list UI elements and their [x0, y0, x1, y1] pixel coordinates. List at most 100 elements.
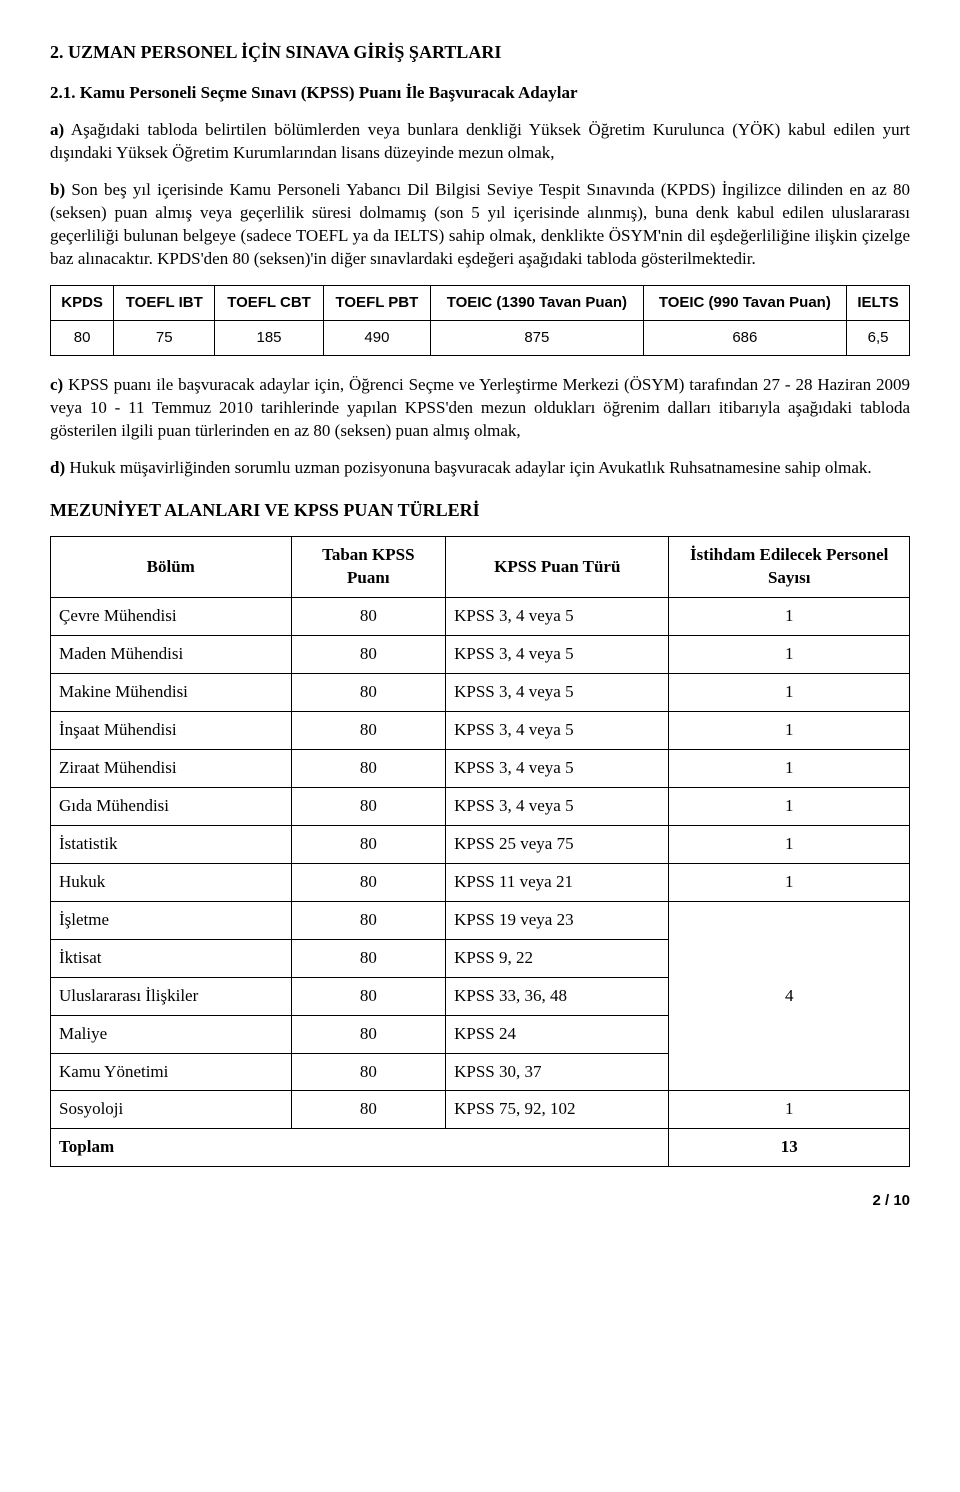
- cell-bolum: Ziraat Mühendisi: [51, 750, 292, 788]
- document-page: 2. UZMAN PERSONEL İÇİN SINAVA GİRİŞ ŞART…: [0, 0, 960, 1242]
- table-header-row: Bölüm Taban KPSS Puanı KPSS Puan Türü İs…: [51, 537, 910, 598]
- cell-puan-turu: KPSS 33, 36, 48: [446, 977, 669, 1015]
- cell-sayisi: 1: [669, 863, 910, 901]
- item-b-label: b): [50, 180, 65, 199]
- equivalence-table: KPDS TOEFL IBT TOEFL CBT TOEFL PBT TOEIC…: [50, 285, 910, 357]
- cell-bolum: Çevre Mühendisi: [51, 598, 292, 636]
- table-row: İnşaat Mühendisi80KPSS 3, 4 veya 51: [51, 712, 910, 750]
- cell: 80: [51, 321, 114, 356]
- cell-taban: 80: [291, 1015, 446, 1053]
- item-c-label: c): [50, 375, 63, 394]
- cell-bolum: İnşaat Mühendisi: [51, 712, 292, 750]
- cell-bolum: Uluslararası İlişkiler: [51, 977, 292, 1015]
- item-b-text: Son beş yıl içerisinde Kamu Personeli Ya…: [50, 180, 910, 268]
- cell-taban: 80: [291, 1053, 446, 1091]
- col-toefl-ibt: TOEFL IBT: [114, 285, 215, 320]
- table-row: Çevre Mühendisi80KPSS 3, 4 veya 51: [51, 598, 910, 636]
- cell-bolum: Maliye: [51, 1015, 292, 1053]
- table-row: Sosyoloji80KPSS 75, 92, 1021: [51, 1091, 910, 1129]
- col-bolum: Bölüm: [51, 537, 292, 598]
- paragraph-b: b) Son beş yıl içerisinde Kamu Personeli…: [50, 179, 910, 271]
- page-number: 2 / 10: [50, 1191, 910, 1211]
- cell-sayisi: 1: [669, 636, 910, 674]
- cell-taban: 80: [291, 598, 446, 636]
- table-total-row: Toplam13: [51, 1129, 910, 1167]
- cell-bolum: Makine Mühendisi: [51, 674, 292, 712]
- table-header-row: KPDS TOEFL IBT TOEFL CBT TOEFL PBT TOEIC…: [51, 285, 910, 320]
- col-toefl-pbt: TOEFL PBT: [323, 285, 430, 320]
- col-toefl-cbt: TOEFL CBT: [215, 285, 323, 320]
- cell-sayisi: 1: [669, 1091, 910, 1129]
- cell-taban: 80: [291, 939, 446, 977]
- cell-puan-turu: KPSS 75, 92, 102: [446, 1091, 669, 1129]
- col-ielts: IELTS: [847, 285, 910, 320]
- paragraph-c: c) KPSS puanı ile başvuracak adaylar içi…: [50, 374, 910, 443]
- section2-title: MEZUNİYET ALANLARI VE KPSS PUAN TÜRLERİ: [50, 498, 910, 522]
- cell-sayisi: 1: [669, 598, 910, 636]
- subsection-heading: 2.1. Kamu Personeli Seçme Sınavı (KPSS) …: [50, 82, 910, 105]
- paragraph-d: d) Hukuk müşavirliğinden sorumlu uzman p…: [50, 457, 910, 480]
- cell-bolum: Maden Mühendisi: [51, 636, 292, 674]
- col-sayisi: İstihdam Edilecek Personel Sayısı: [669, 537, 910, 598]
- cell-bolum: İstatistik: [51, 825, 292, 863]
- table-row: 80 75 185 490 875 686 6,5: [51, 321, 910, 356]
- cell-taban: 80: [291, 977, 446, 1015]
- cell: 75: [114, 321, 215, 356]
- cell-sayisi: 1: [669, 712, 910, 750]
- table-row: Maden Mühendisi80KPSS 3, 4 veya 51: [51, 636, 910, 674]
- col-toeic-990: TOEIC (990 Tavan Puan): [643, 285, 846, 320]
- table-row: Gıda Mühendisi80KPSS 3, 4 veya 51: [51, 787, 910, 825]
- subheading-label: 2.1. Kamu Personeli Seçme Sınavı (KPSS) …: [50, 83, 578, 102]
- cell-puan-turu: KPSS 9, 22: [446, 939, 669, 977]
- cell-taban: 80: [291, 825, 446, 863]
- cell-sayisi: 1: [669, 750, 910, 788]
- item-d-text: Hukuk müşavirliğinden sorumlu uzman pozi…: [65, 458, 872, 477]
- table-row: Makine Mühendisi80KPSS 3, 4 veya 51: [51, 674, 910, 712]
- cell-bolum: İktisat: [51, 939, 292, 977]
- col-puan-turu: KPSS Puan Türü: [446, 537, 669, 598]
- cell-puan-turu: KPSS 3, 4 veya 5: [446, 787, 669, 825]
- cell-sayisi: 1: [669, 787, 910, 825]
- cell-bolum: Sosyoloji: [51, 1091, 292, 1129]
- cell-total-label: Toplam: [51, 1129, 669, 1167]
- cell-taban: 80: [291, 901, 446, 939]
- cell-sayisi: 1: [669, 674, 910, 712]
- paragraph-a: a) Aşağıdaki tabloda belirtilen bölümler…: [50, 119, 910, 165]
- cell-taban: 80: [291, 712, 446, 750]
- cell: 490: [323, 321, 430, 356]
- cell-taban: 80: [291, 1091, 446, 1129]
- cell-taban: 80: [291, 863, 446, 901]
- table-row: Ziraat Mühendisi80KPSS 3, 4 veya 51: [51, 750, 910, 788]
- cell-taban: 80: [291, 787, 446, 825]
- col-kpds: KPDS: [51, 285, 114, 320]
- cell-sayisi-merged: 4: [669, 901, 910, 1091]
- cell-puan-turu: KPSS 25 veya 75: [446, 825, 669, 863]
- table-row: İstatistik80KPSS 25 veya 751: [51, 825, 910, 863]
- item-a-text: Aşağıdaki tabloda belirtilen bölümlerden…: [50, 120, 910, 162]
- item-c-text: KPSS puanı ile başvuracak adaylar için, …: [50, 375, 910, 440]
- cell-puan-turu: KPSS 3, 4 veya 5: [446, 712, 669, 750]
- cell-puan-turu: KPSS 3, 4 veya 5: [446, 674, 669, 712]
- item-a-label: a): [50, 120, 64, 139]
- cell-bolum: Hukuk: [51, 863, 292, 901]
- cell-puan-turu: KPSS 24: [446, 1015, 669, 1053]
- cell-taban: 80: [291, 674, 446, 712]
- item-d-label: d): [50, 458, 65, 477]
- cell-puan-turu: KPSS 3, 4 veya 5: [446, 636, 669, 674]
- table-row: İşletme80KPSS 19 veya 234: [51, 901, 910, 939]
- cell-puan-turu: KPSS 3, 4 veya 5: [446, 750, 669, 788]
- cell-puan-turu: KPSS 19 veya 23: [446, 901, 669, 939]
- cell: 875: [431, 321, 643, 356]
- cell: 686: [643, 321, 846, 356]
- cell: 185: [215, 321, 323, 356]
- cell-taban: 80: [291, 750, 446, 788]
- cell-bolum: İşletme: [51, 901, 292, 939]
- cell-puan-turu: KPSS 30, 37: [446, 1053, 669, 1091]
- col-taban: Taban KPSS Puanı: [291, 537, 446, 598]
- col-toeic-1390: TOEIC (1390 Tavan Puan): [431, 285, 643, 320]
- cell-total-value: 13: [669, 1129, 910, 1167]
- table-row: Hukuk80KPSS 11 veya 211: [51, 863, 910, 901]
- cell: 6,5: [847, 321, 910, 356]
- section-title: 2. UZMAN PERSONEL İÇİN SINAVA GİRİŞ ŞART…: [50, 40, 910, 64]
- cell-puan-turu: KPSS 3, 4 veya 5: [446, 598, 669, 636]
